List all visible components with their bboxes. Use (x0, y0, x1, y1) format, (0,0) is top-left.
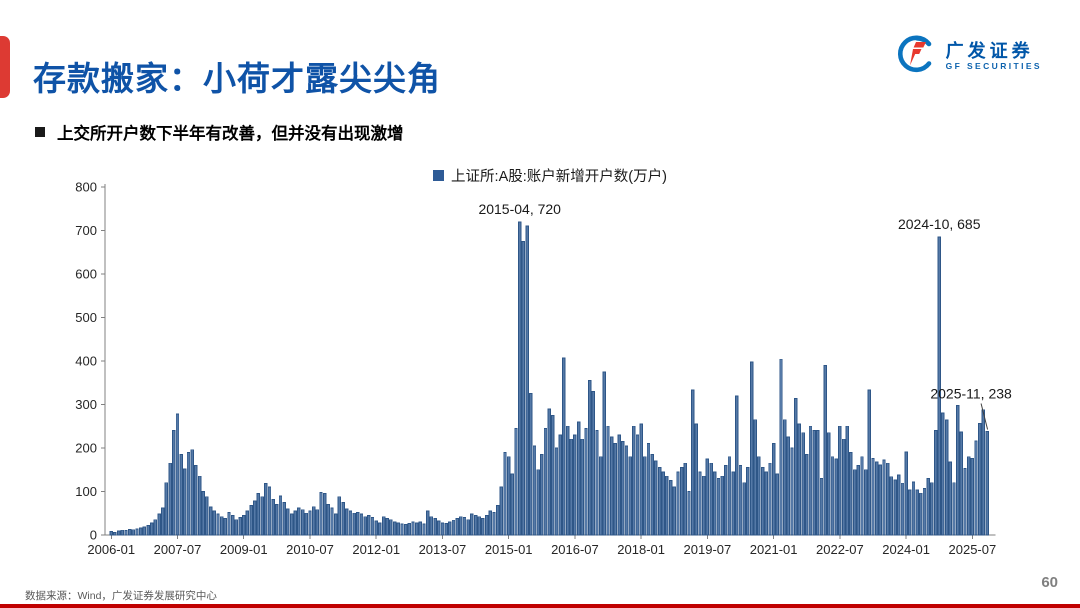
svg-text:2024-01: 2024-01 (882, 542, 930, 557)
svg-text:2007-07: 2007-07 (154, 542, 202, 557)
svg-text:2022-07: 2022-07 (816, 542, 864, 557)
logo-text-en: GF SECURITIES (945, 61, 1042, 72)
svg-text:800: 800 (75, 180, 97, 195)
chart-legend: 上证所:A股:账户新增开户数(万户) (60, 165, 1040, 186)
gf-logo-icon (895, 33, 937, 80)
svg-text:2019-07: 2019-07 (684, 542, 732, 557)
svg-text:2025-11, 238: 2025-11, 238 (930, 385, 1012, 401)
legend-swatch-icon (433, 170, 445, 181)
title-accent-bar (0, 36, 10, 98)
svg-text:300: 300 (75, 397, 97, 412)
bar-chart-svg: 0 100 200 300 400 500 600 700 800 2006-01 2007-07 2… (75, 180, 1012, 557)
svg-text:400: 400 (75, 354, 97, 369)
svg-text:2021-01: 2021-01 (750, 542, 798, 557)
svg-text:2006-01: 2006-01 (87, 542, 135, 557)
svg-text:0: 0 (90, 528, 97, 543)
svg-text:2025-07: 2025-07 (949, 542, 997, 557)
svg-text:2015-01: 2015-01 (485, 542, 533, 557)
bottom-red-line (0, 604, 1080, 608)
footer-source: 数据来源：Wind，广发证券发展研究中心 (25, 590, 217, 602)
bullet-row: 上交所开户数下半年有改善，但并没有出现激增 (35, 120, 404, 144)
svg-text:2012-01: 2012-01 (352, 542, 400, 557)
page-number: 60 (1041, 574, 1058, 591)
page-title: 存款搬家：小荷才露尖尖角 (33, 60, 441, 97)
svg-text:100: 100 (75, 484, 97, 499)
bullet-square-icon (35, 127, 45, 137)
svg-text:600: 600 (75, 267, 97, 282)
legend-label: 上证所:A股:账户新增开户数(万户) (451, 169, 667, 185)
svg-text:2013-07: 2013-07 (419, 542, 467, 557)
bullet-text: 上交所开户数下半年有改善，但并没有出现激增 (57, 125, 404, 143)
svg-text:2010-07: 2010-07 (286, 542, 334, 557)
logo-text-cn: 广发证券 (945, 40, 1034, 61)
svg-text:700: 700 (75, 223, 97, 238)
svg-text:2009-01: 2009-01 (220, 542, 268, 557)
gf-securities-logo: 广发证券 GF SECURITIES (895, 33, 1042, 80)
svg-text:200: 200 (75, 441, 97, 456)
svg-text:2024-10, 685: 2024-10, 685 (898, 216, 981, 232)
svg-text:2015-04, 720: 2015-04, 720 (478, 201, 561, 217)
svg-text:2016-07: 2016-07 (551, 542, 599, 557)
svg-text:500: 500 (75, 310, 97, 325)
svg-text:2018-01: 2018-01 (617, 542, 665, 557)
